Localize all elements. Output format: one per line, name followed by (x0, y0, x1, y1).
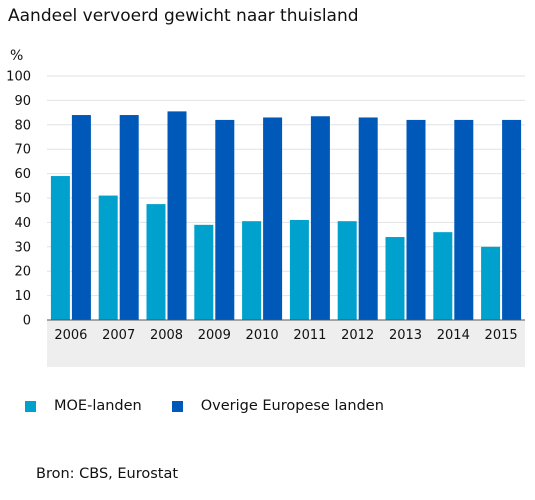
bar-moe-2006 (50, 176, 70, 320)
y-tick-label: 60 (14, 167, 31, 182)
y-tick-label: 100 (6, 70, 31, 85)
x-tick-label: 2007 (102, 328, 135, 343)
bar-overige-2014 (454, 119, 474, 320)
y-tick-label: 40 (14, 216, 31, 231)
bar-moe-2012 (337, 221, 357, 320)
x-tick-label: 2012 (341, 328, 374, 343)
legend-item-moe: MOE-landen (25, 398, 142, 414)
gridlines (47, 75, 525, 297)
x-tick-label: 2008 (150, 328, 183, 343)
legend-swatch-moe (25, 400, 36, 412)
y-tick-label: 30 (14, 240, 31, 255)
bar-moe-2008 (146, 204, 166, 320)
bar-moe-2007 (98, 195, 118, 320)
bar-overige-2011 (310, 116, 330, 320)
bar-overige-2012 (358, 117, 378, 320)
y-tick-label: 70 (14, 143, 31, 158)
bar-overige-2008 (167, 111, 187, 320)
x-tick-label: 2013 (389, 328, 422, 343)
bar-overige-2013 (406, 119, 426, 320)
bar-overige-2007 (119, 115, 139, 320)
bar-moe-2015 (481, 246, 501, 320)
y-tick-label: 90 (14, 94, 31, 109)
x-tick-labels: 2006 2007 2008 2009 2010 2011 2012 2013 2014 2015 (54, 328, 517, 343)
y-tick-label: 50 (14, 192, 31, 207)
bar-moe-2009 (194, 224, 214, 320)
x-tick-label: 2010 (246, 328, 279, 343)
x-tick-label: 2014 (437, 328, 470, 343)
bar-moe-2011 (289, 219, 309, 320)
legend-swatch-overige (171, 400, 183, 412)
legend-label-moe: MOE-landen (54, 398, 142, 414)
x-tick-label: 2009 (198, 328, 231, 343)
x-axis-band (47, 320, 525, 367)
legend-item-overige: Overige Europese landen (171, 398, 384, 414)
y-tick-label: 20 (14, 265, 31, 280)
bar-overige-2006 (71, 115, 91, 320)
bar-moe-2010 (242, 221, 262, 320)
y-tick-label: 80 (14, 118, 31, 133)
x-tick-label: 2006 (54, 328, 87, 343)
x-tick-label: 2011 (293, 328, 326, 343)
bars (50, 111, 522, 320)
bar-moe-2014 (433, 232, 453, 320)
y-tick-labels: 0 10 20 30 40 50 60 70 80 90 100 (6, 70, 31, 329)
bar-moe-2013 (385, 237, 405, 320)
bar-overige-2010 (263, 117, 283, 320)
bar-overige-2009 (215, 119, 235, 320)
chart-title: Aandeel vervoerd gewicht naar thuisland (8, 6, 359, 26)
legend: MOE-landen Overige Europese landen (25, 398, 414, 414)
bar-overige-2015 (502, 119, 522, 320)
source-note: Bron: CBS, Eurostat (36, 466, 179, 482)
y-tick-label: 0 (23, 314, 31, 329)
x-tick-label: 2015 (485, 328, 518, 343)
y-axis-label: % (10, 48, 23, 64)
y-tick-label: 10 (14, 289, 31, 304)
legend-label-overige: Overige Europese landen (200, 398, 384, 414)
